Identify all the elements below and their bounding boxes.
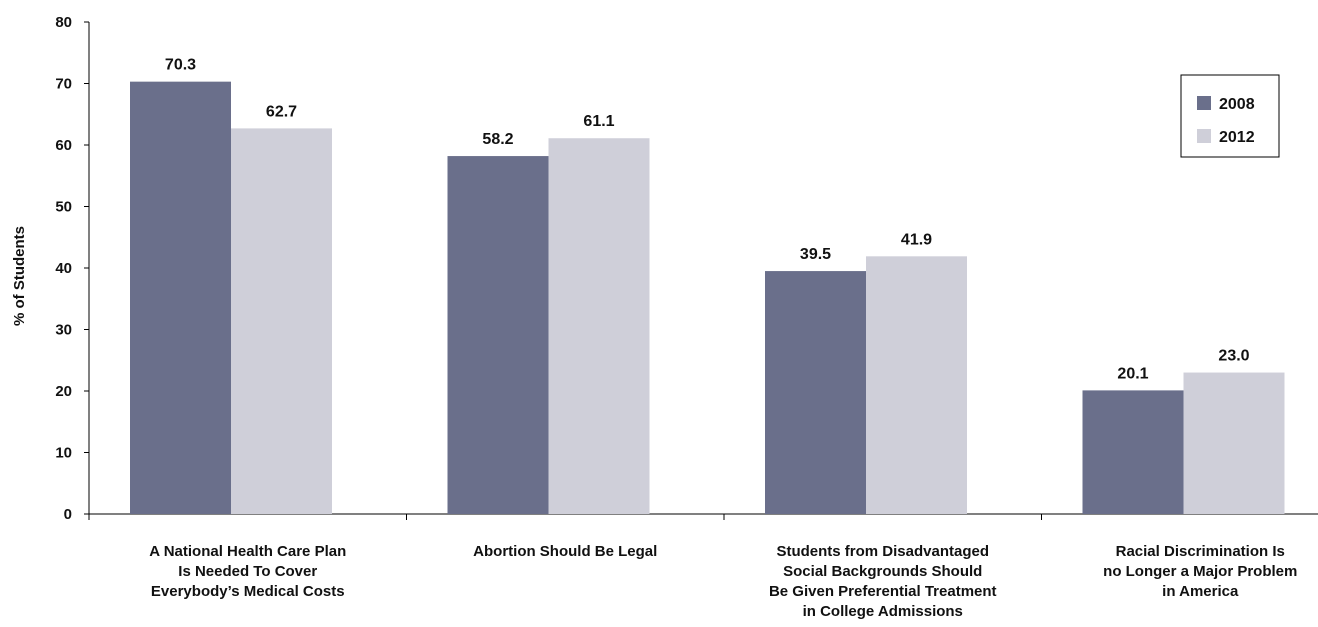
data-label-2012-0: 62.7 (266, 103, 297, 120)
y-tick-label-7: 70 (55, 76, 72, 93)
data-label-2012-2: 41.9 (901, 231, 932, 248)
category-labels: A National Health Care Plan Is Needed To … (149, 543, 1297, 620)
y-tick-label-1: 10 (55, 445, 72, 462)
legend-label-2012: 2012 (1219, 129, 1255, 146)
legend: 2008 2012 (1180, 74, 1280, 158)
y-tick-label-0: 0 (64, 506, 72, 523)
bar-2012-2 (866, 256, 967, 514)
y-tick-label-2: 20 (55, 383, 72, 400)
y-axis-title: % of Students (11, 226, 28, 326)
bar-2008-0 (130, 81, 231, 514)
bars (130, 81, 1285, 515)
bar-2012-0 (231, 128, 332, 514)
y-tick-label-8: 80 (55, 14, 72, 31)
bar-2012-1 (548, 138, 650, 515)
data-labels: 70.3 58.2 39.5 20.1 62.7 61.1 41.9 23.0 (165, 57, 1250, 383)
legend-swatch-2012 (1197, 129, 1211, 143)
legend-swatch-2008 (1197, 96, 1211, 110)
bar-2008-2 (765, 271, 866, 514)
y-tick-label-3: 30 (55, 322, 72, 339)
data-label-2008-0: 70.3 (165, 57, 196, 74)
data-label-2008-1: 58.2 (482, 131, 513, 148)
data-label-2008-2: 39.5 (800, 246, 831, 263)
legend-box (1180, 74, 1280, 158)
data-label-2012-3: 23.0 (1218, 348, 1249, 365)
legend-label-2008: 2008 (1219, 96, 1255, 113)
data-label-2012-1: 61.1 (583, 113, 614, 130)
category-label-1: Abortion Should Be Legal (473, 543, 657, 560)
category-label-3: Racial Discrimination Is no Longer a Majo… (1103, 543, 1297, 600)
category-label-0: A National Health Care Plan Is Needed To … (149, 543, 346, 600)
bar-2012-3 (1183, 372, 1285, 514)
bar-2008-3 (1082, 390, 1184, 514)
y-tick-label-6: 60 (55, 137, 72, 154)
y-tick-label-5: 50 (55, 199, 72, 216)
category-label-2: Students from Disadvantaged Social Backgr… (769, 543, 997, 620)
bar-2008-1 (447, 156, 549, 514)
y-tick-label-4: 40 (55, 260, 72, 277)
data-label-2008-3: 20.1 (1117, 365, 1148, 382)
